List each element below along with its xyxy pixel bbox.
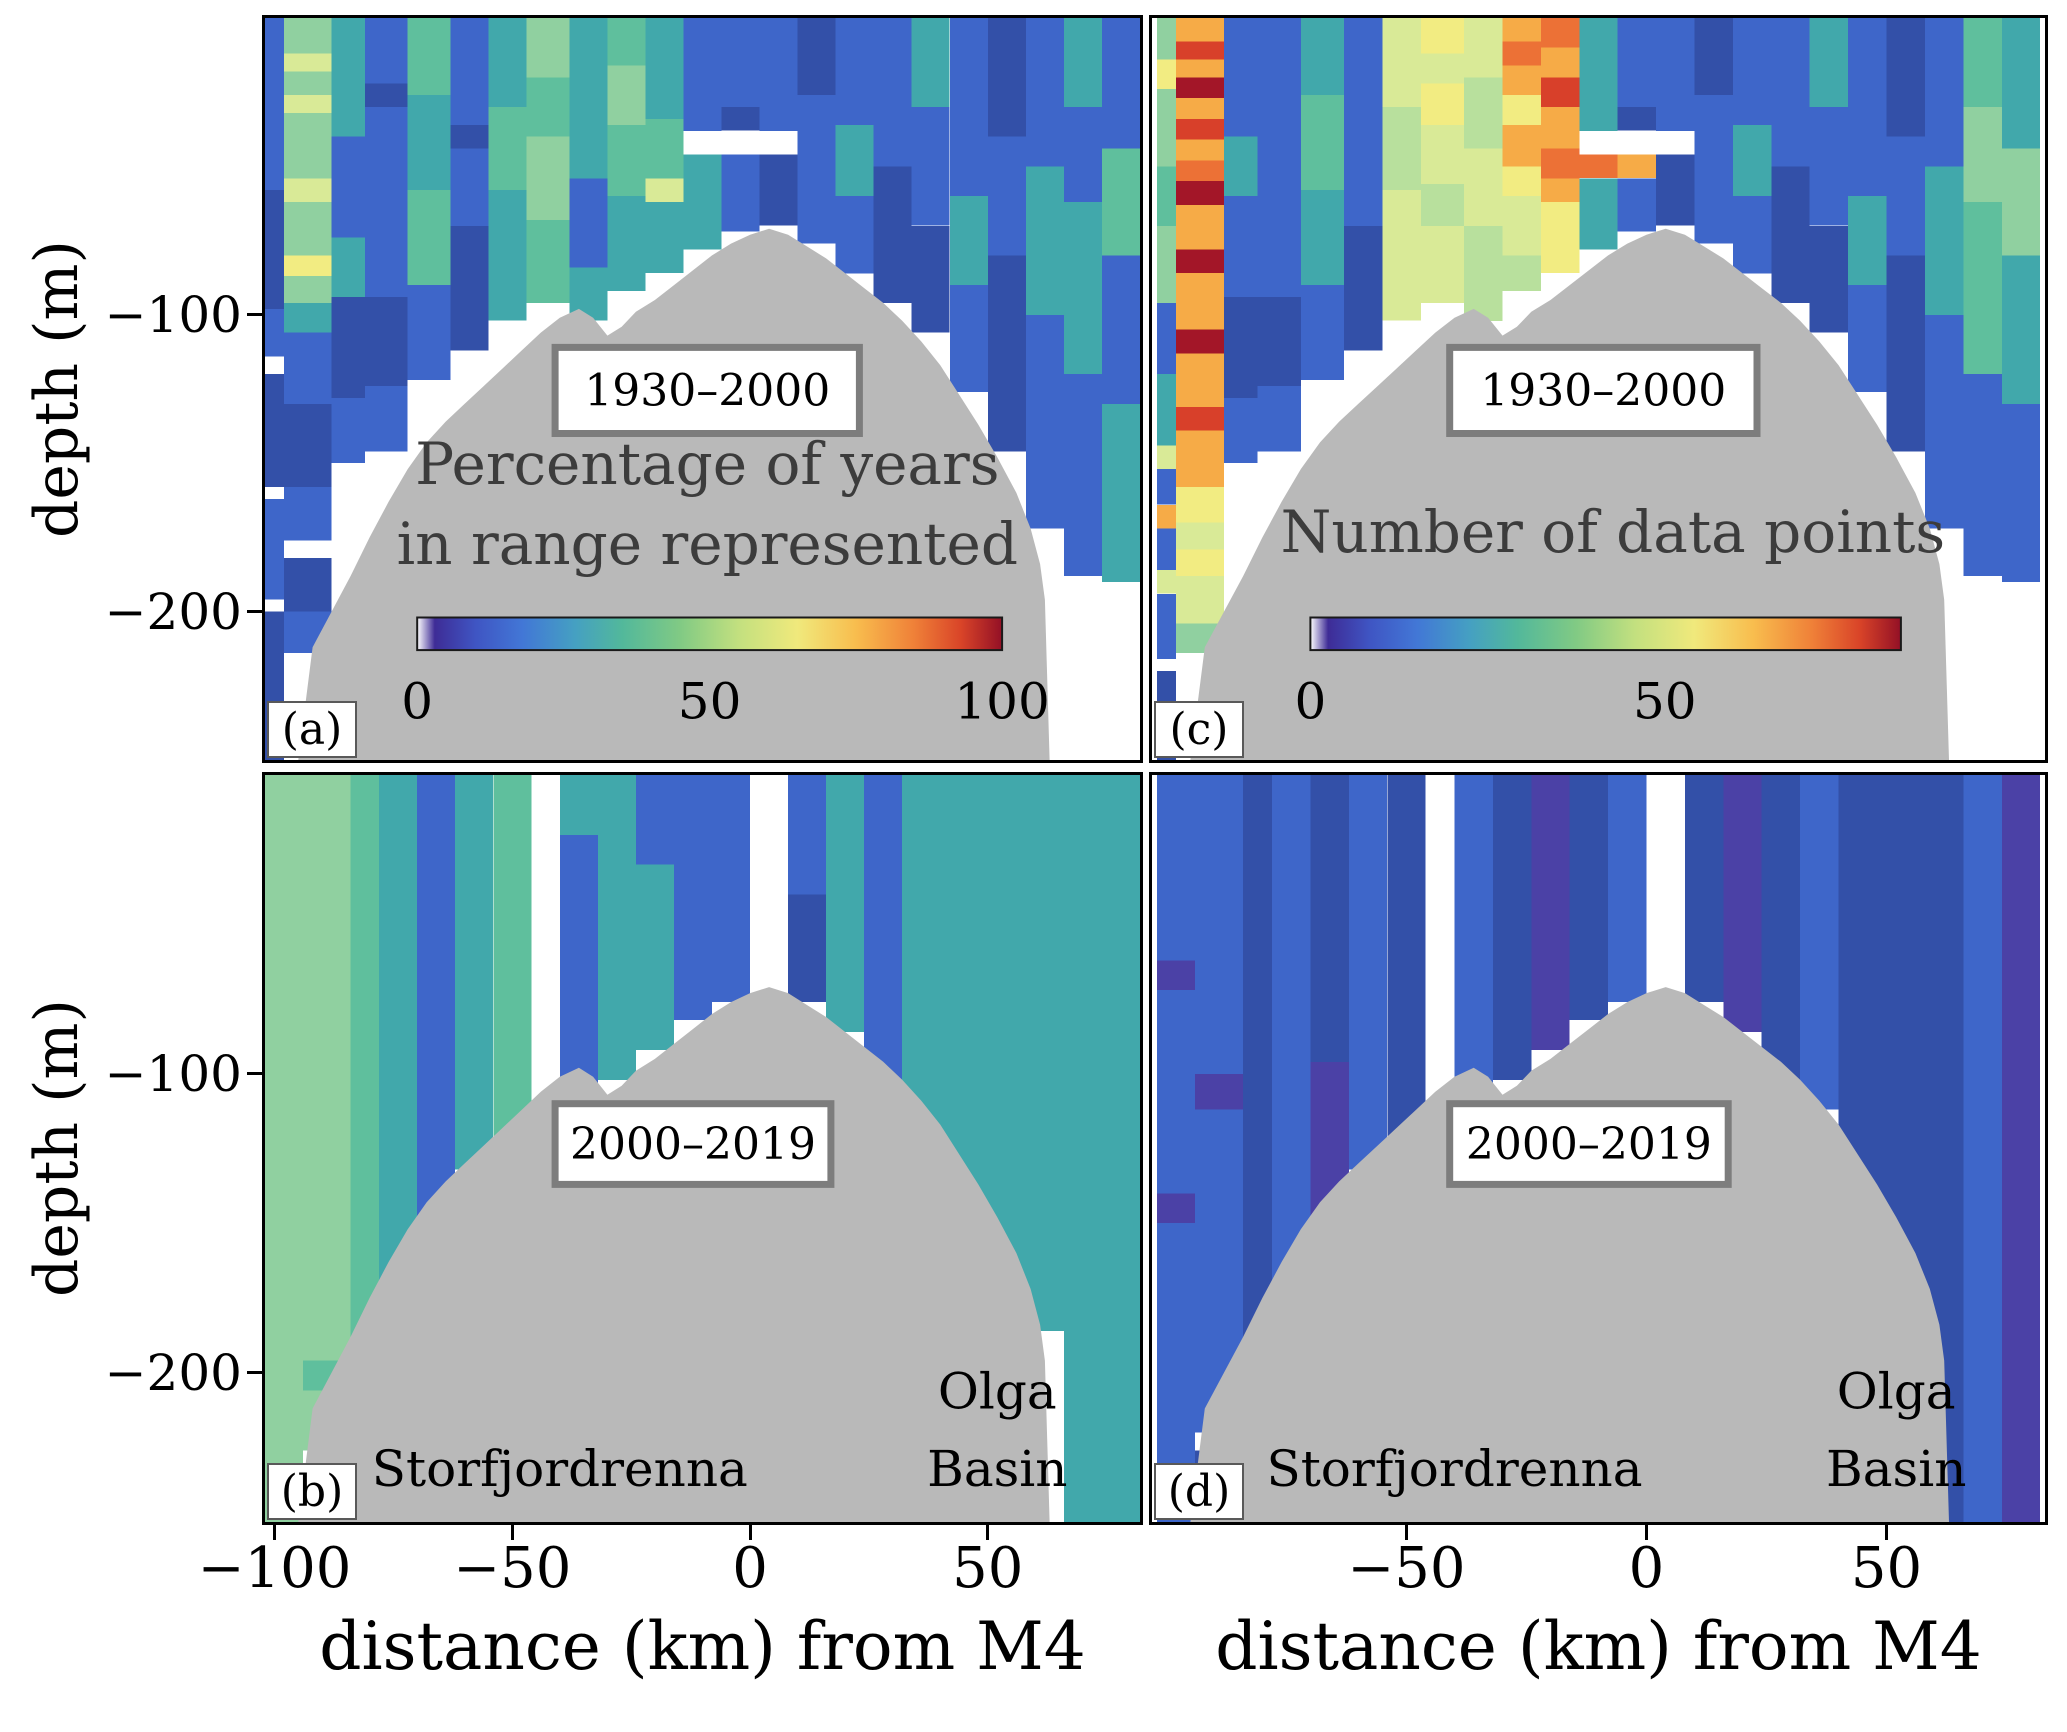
region-label: Olga [938,1363,1057,1421]
panel-annotation: Number of data points [1281,498,1946,566]
colorbar-tick-label: 50 [1633,672,1697,730]
x-axis-label-right: distance (km) from M4 [1215,1608,1982,1685]
panel-letter: (b) [281,1466,344,1517]
period-box [551,1100,835,1188]
x-tick-label: 0 [1628,1536,1665,1601]
x-tick-label: −50 [453,1536,572,1601]
panel-a-plot: Percentage of years in range represented 0… [265,18,1140,760]
panel-b: 2000–2019 Storfjordrenna Olga Basin (b) [262,772,1143,1525]
x-tick-label: 50 [1850,1536,1923,1601]
panel-letter-box [267,1463,357,1520]
colorbar-tick-label: 50 [678,672,742,730]
panel-c-plot: Number of data points 0 50 1930–2000 (c) [1154,18,2041,760]
x-tick-mark [273,1525,276,1540]
x-tick-mark [986,1525,990,1540]
panel-d-plot: 2000–2019 Storfjordrenna Olga Basin (d) [1154,775,2041,1522]
panel-a: Percentage of years in range represented 0… [262,15,1143,763]
y-axis-label: depth (m) [22,240,92,538]
x-tick-mark [510,1525,514,1540]
seafloor-bathymetry [1190,987,1949,1522]
region-label: Basin [927,1440,1067,1498]
y-tick-mark [247,1371,262,1375]
x-tick-mark [1404,1525,1408,1540]
y-tick-label: −100 [104,285,242,344]
heatmap-columns [1156,18,2041,760]
panel-b-plot: 2000–2019 Storfjordrenna Olga Basin (b) [265,775,1140,1522]
period-box [551,343,863,437]
panel-annotation: in range represented [397,510,1018,578]
y-tick-mark [247,610,262,614]
panel-letter: (c) [1170,704,1229,755]
panel-letter-box [1154,1463,1244,1520]
y-tick-label: −100 [104,1044,242,1103]
x-tick-label: 0 [732,1536,768,1601]
x-axis-label-left: distance (km) from M4 [319,1608,1086,1685]
region-label: Storfjordrenna [1266,1440,1642,1498]
panel-d: 2000–2019 Storfjordrenna Olga Basin (d) [1149,772,2048,1525]
panel-letter-box [1154,701,1244,758]
x-tick-mark [1645,1525,1648,1540]
seafloor-bathymetry [298,987,1050,1522]
heatmap-columns [265,18,1140,760]
panel-annotation: Percentage of years [415,430,999,498]
panel-c: Number of data points 0 50 1930–2000 (c) [1149,15,2048,763]
colorbar [416,616,1004,652]
y-axis-label: depth (m) [22,999,92,1298]
y-tick-label: −200 [104,1343,242,1402]
region-label: Olga [1837,1363,1956,1421]
y-tick-mark [247,1072,262,1076]
panel-letter: (d) [1168,1466,1231,1517]
region-label: Storfjordrenna [372,1440,748,1498]
period-box [1446,1100,1732,1188]
x-tick-label: −100 [197,1536,352,1601]
panel-letter: (a) [282,704,343,755]
panel-letter-box [267,701,357,758]
period-box [1446,343,1761,437]
period-label: 2000–2019 [570,1119,816,1170]
colorbar-tick-label: 100 [954,672,1049,730]
x-tick-mark [1885,1525,1889,1540]
period-label: 1930–2000 [1480,366,1726,417]
x-tick-mark [748,1525,752,1540]
y-tick-mark [247,313,262,317]
x-tick-label: 50 [952,1536,1024,1601]
colorbar-tick-label: 0 [1294,672,1326,730]
region-label: Basin [1826,1440,1966,1498]
colorbar-tick-label: 0 [401,672,433,730]
x-tick-label: −50 [1347,1536,1466,1601]
colorbar [1309,616,1902,652]
period-label: 2000–2019 [1466,1119,1712,1170]
period-label: 1930–2000 [584,366,830,417]
y-tick-label: −200 [104,582,242,641]
